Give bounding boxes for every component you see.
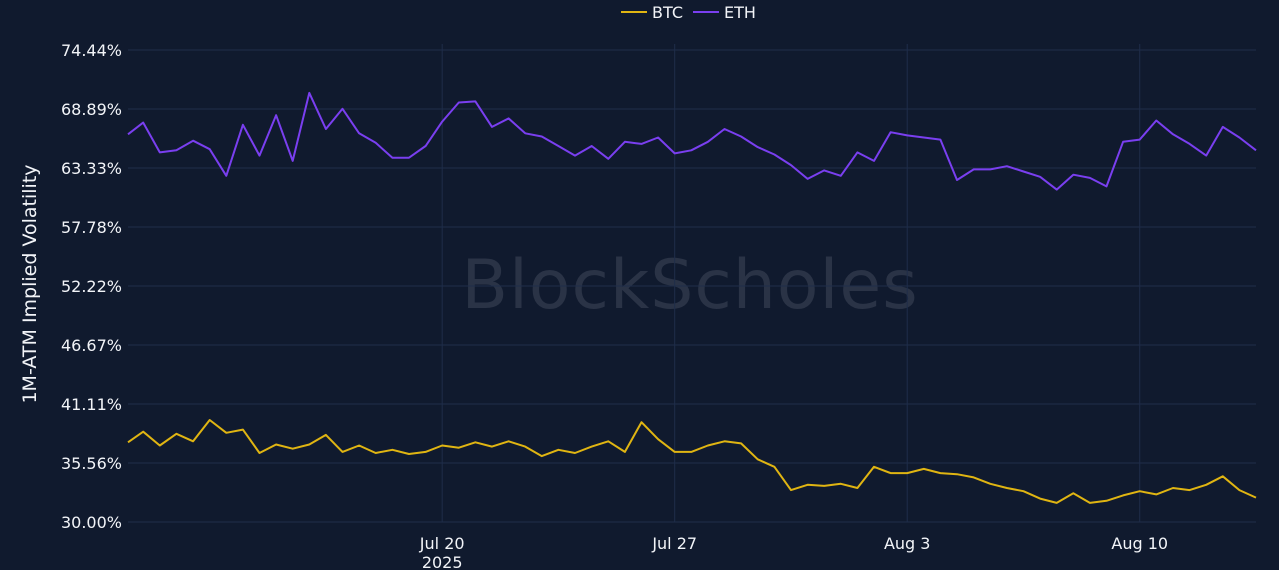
y-tick-label: 46.67% [61, 336, 122, 355]
y-axis-title: 1M-ATM Implied Volatility [19, 164, 41, 403]
y-tick-label: 41.11% [61, 395, 122, 414]
y-tick-label: 52.22% [61, 277, 122, 296]
y-tick-label: 30.00% [61, 513, 122, 532]
x-tick-sublabel: 2025 [422, 553, 463, 570]
x-tick-label: Jul 20 [419, 534, 465, 553]
y-tick-label: 35.56% [61, 454, 122, 473]
series-line-btc [127, 419, 1257, 504]
y-axis-ticks: 30.00% 35.56% 41.11% 46.67% 52.22% 57.78% 63.3… [61, 41, 122, 532]
legend-label: ETH [724, 3, 756, 22]
x-tick-label: Jul 27 [651, 534, 697, 553]
x-tick-label: Aug 10 [1111, 534, 1168, 553]
series-line-eth [127, 91, 1257, 191]
legend[interactable]: BTC ETH [621, 3, 756, 22]
legend-item-eth[interactable]: ETH [693, 3, 756, 22]
y-tick-label: 74.44% [61, 41, 122, 60]
series-lines [127, 91, 1257, 504]
y-tick-label: 68.89% [61, 100, 122, 119]
legend-item-btc[interactable]: BTC [621, 3, 683, 22]
legend-label: BTC [652, 3, 683, 22]
y-tick-label: 63.33% [61, 159, 122, 178]
x-tick-label: Aug 3 [884, 534, 931, 553]
y-tick-label: 57.78% [61, 218, 122, 237]
